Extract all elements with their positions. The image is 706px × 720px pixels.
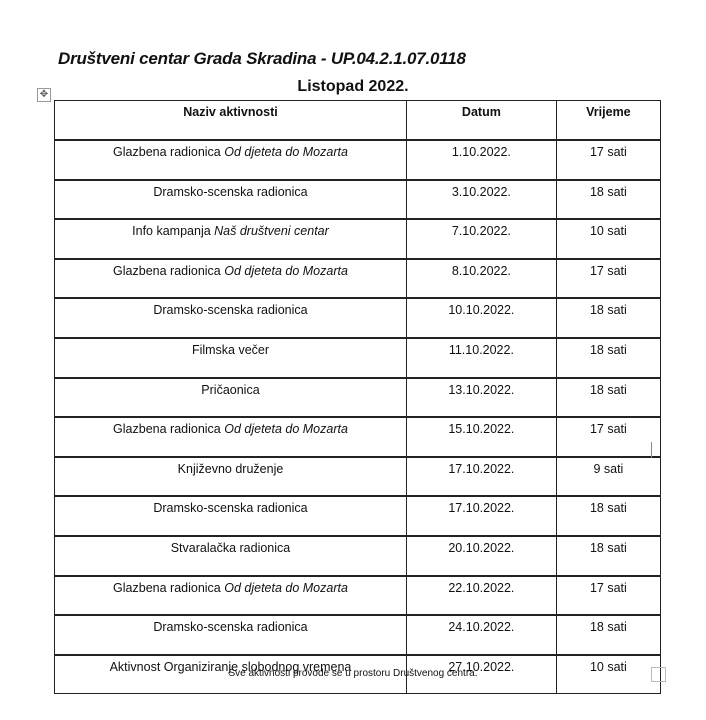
cell-time: 18 sati	[555, 377, 662, 418]
table-row: Glazbena radionica Od djeteta do Mozarta…	[54, 575, 662, 616]
cell-name: Glazbena radionica Od djeteta do Mozarta	[54, 139, 407, 181]
table-row: Književno druženje 17.10.2022. 9 sati	[54, 456, 662, 497]
table-row: Glazbena radionica Od djeteta do Mozarta…	[54, 416, 662, 458]
footer-note: Sve aktivnosti provode se u prostoru Dru…	[228, 668, 478, 679]
table-row: Pričaonica 13.10.2022. 18 sati	[54, 377, 662, 418]
cell-date: 10.10.2022.	[405, 297, 557, 339]
table-row: Dramsko-scenska radionica 3.10.2022. 18 …	[54, 179, 662, 220]
cell-date: 1.10.2022.	[405, 139, 557, 181]
cell-time: 17 sati	[555, 258, 662, 299]
activity-name-italic: Od djeteta do Mozarta	[224, 580, 348, 595]
table-row: Filmska večer 11.10.2022. 18 sati	[54, 337, 662, 379]
activity-name-italic: Od djeteta do Mozarta	[224, 145, 348, 159]
cell-name: Info kampanja Naš društveni centar	[54, 218, 407, 260]
cell-date: 24.10.2022.	[405, 614, 557, 656]
cell-time: 17 sati	[555, 416, 662, 458]
cell-time: 18 sati	[555, 297, 662, 339]
activity-name-italic: Od djeteta do Mozarta	[224, 263, 348, 278]
activities-table: Naziv aktivnosti Datum Vrijeme Glazbena …	[54, 100, 662, 695]
table-row: Dramsko-scenska radionica 24.10.2022. 18…	[54, 614, 662, 656]
cell-name: Glazbena radionica Od djeteta do Mozarta	[54, 416, 407, 458]
cell-date: 20.10.2022.	[405, 535, 557, 577]
cell-name: Dramsko-scenska radionica	[54, 297, 407, 339]
table-move-handle-icon[interactable]: ✥	[37, 88, 51, 102]
cell-name: Dramsko-scenska radionica	[54, 614, 407, 656]
activity-name: Filmska večer	[191, 342, 270, 357]
document-subtitle: Listopad 2022.	[297, 78, 409, 95]
table-row: Dramsko-scenska radionica 10.10.2022. 18…	[54, 297, 662, 339]
document-title: Društveni centar Grada Skradina - UP.04.…	[58, 49, 466, 68]
activity-name: Književno druženje	[177, 461, 284, 476]
activity-name: Glazbena radionica	[113, 580, 225, 595]
activity-name: Aktivnost Organiziranje slobodnog vremen…	[109, 659, 352, 674]
cell-date: 17.10.2022.	[405, 495, 557, 537]
activity-name: Dramsko-scenska radionica	[153, 620, 308, 635]
cell-date: 13.10.2022.	[405, 377, 557, 418]
cell-name: Književno druženje	[54, 456, 407, 497]
table-row: Glazbena radionica Od djeteta do Mozarta…	[54, 139, 662, 181]
activity-name-italic: Naš društveni centar	[214, 224, 329, 239]
cell-date: 27.10.2022.	[405, 654, 557, 695]
cell-name: Pričaonica	[54, 377, 407, 418]
cell-time: 17 sati	[555, 575, 662, 616]
activity-name: Glazbena radionica	[113, 145, 225, 159]
activity-name: Pričaonica	[201, 382, 260, 397]
activity-name-italic: Od djeteta do Mozarta	[224, 422, 348, 437]
header-name: Naziv aktivnosti	[54, 100, 407, 141]
cell-date: 3.10.2022.	[405, 179, 557, 220]
cell-time: 17 sati	[555, 139, 662, 181]
cell-time: 10 sati	[555, 654, 662, 695]
cell-time: 9 sati	[555, 456, 662, 497]
cell-time: 10 sati	[555, 218, 662, 260]
table-row: Info kampanja Naš društveni centar 7.10.…	[54, 218, 662, 260]
cell-date: 7.10.2022.	[405, 218, 557, 260]
cell-name: Glazbena radionica Od djeteta do Mozarta	[54, 575, 407, 616]
activity-name: Glazbena radionica	[113, 422, 225, 437]
table-row: Stvaralačka radionica 20.10.2022. 18 sat…	[54, 535, 662, 577]
activity-name: Info kampanja	[132, 224, 215, 239]
activity-name: Stvaralačka radionica	[170, 540, 291, 555]
table-row: Dramsko-scenska radionica 17.10.2022. 18…	[54, 495, 662, 537]
cell-time: 18 sati	[555, 495, 662, 537]
cell-date: 11.10.2022.	[405, 337, 557, 379]
cell-name: Glazbena radionica Od djeteta do Mozarta	[54, 258, 407, 299]
table-header-row: Naziv aktivnosti Datum Vrijeme	[54, 100, 662, 141]
activity-name: Dramsko-scenska radionica	[153, 303, 308, 318]
cell-date: 22.10.2022.	[405, 575, 557, 616]
cell-name: Aktivnost Organiziranje slobodnog vremen…	[54, 654, 407, 695]
resize-handle[interactable]	[651, 667, 666, 682]
cell-time: 18 sati	[555, 614, 662, 656]
cell-name: Dramsko-scenska radionica	[54, 495, 407, 537]
cell-time: 18 sati	[555, 337, 662, 379]
cell-name: Filmska večer	[54, 337, 407, 379]
activity-name: Dramsko-scenska radionica	[153, 501, 308, 516]
cell-time: 18 sati	[555, 535, 662, 577]
cell-date: 8.10.2022.	[405, 258, 557, 299]
cell-date: 15.10.2022.	[405, 416, 557, 458]
table-row: Glazbena radionica Od djeteta do Mozarta…	[54, 258, 662, 299]
cell-name: Dramsko-scenska radionica	[54, 179, 407, 220]
header-time: Vrijeme	[555, 100, 662, 141]
table-row: Aktivnost Organiziranje slobodnog vremen…	[54, 654, 662, 695]
activity-name: Glazbena radionica	[113, 263, 225, 278]
text-cursor-mark	[651, 442, 652, 458]
header-date: Datum	[405, 100, 557, 141]
activity-name: Dramsko-scenska radionica	[153, 184, 308, 199]
cell-date: 17.10.2022.	[405, 456, 557, 497]
cell-name: Stvaralačka radionica	[54, 535, 407, 577]
cell-time: 18 sati	[555, 179, 662, 220]
